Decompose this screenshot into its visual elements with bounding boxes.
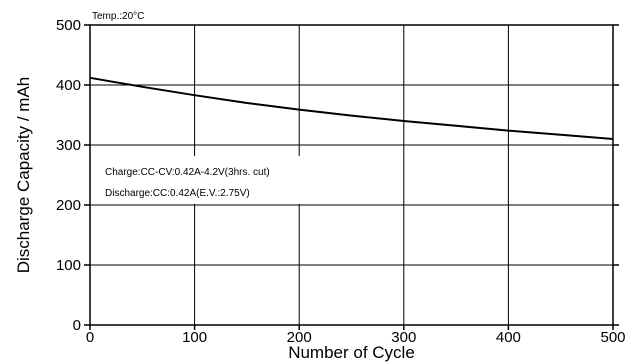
discharge-annotation: Discharge:CC:0.42A(E.V.:2.75V) (105, 188, 250, 199)
x-tick-label: 200 (287, 329, 312, 346)
gridlines (90, 25, 613, 325)
y-tick-label: 300 (56, 137, 81, 154)
temperature-annotation: Temp.:20°C (92, 11, 144, 22)
annotation-box: Charge:CC-CV:0.42A-4.2V(3hrs. cut) Disch… (98, 156, 310, 204)
x-tick-label: 500 (600, 329, 625, 346)
y-tick-label: 0 (73, 317, 81, 334)
y-tick-label: 400 (56, 77, 81, 94)
annotation-background (98, 156, 310, 204)
x-tick-label: 300 (391, 329, 416, 346)
x-tick-labels: 0 100 200 300 400 500 (86, 329, 626, 346)
x-axis-title: Number of Cycle (288, 343, 415, 362)
y-axis-title: Discharge Capacity / mAh (14, 77, 33, 274)
y-tick-label: 100 (56, 257, 81, 274)
y-tick-label: 500 (56, 17, 81, 34)
y-tick-label: 200 (56, 197, 81, 214)
x-tick-label: 0 (86, 329, 94, 346)
y-tick-labels: 0 100 200 300 400 500 (56, 17, 81, 334)
charge-annotation: Charge:CC-CV:0.42A-4.2V(3hrs. cut) (105, 167, 270, 178)
x-tick-label: 400 (496, 329, 521, 346)
x-tick-label: 100 (182, 329, 207, 346)
series-line (89, 76, 614, 140)
plot-frame (89, 24, 614, 326)
tick-marks (84, 24, 619, 330)
